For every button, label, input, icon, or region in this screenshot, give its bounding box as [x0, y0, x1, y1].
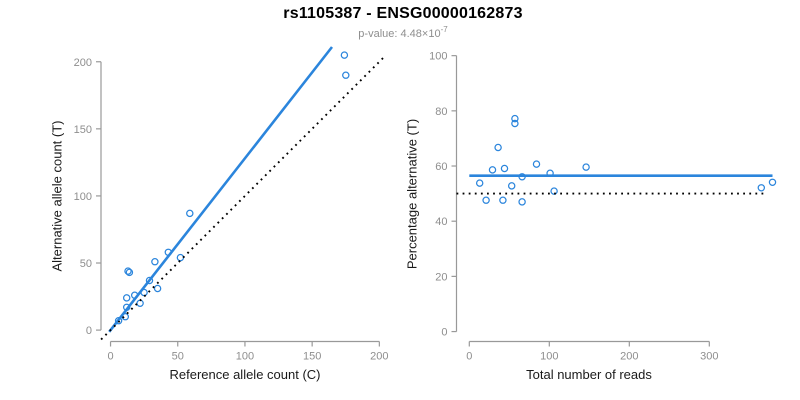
data-point [340, 51, 349, 59]
x-tick-label: 0 [466, 351, 472, 363]
data-point [176, 253, 185, 262]
data-point [499, 196, 507, 204]
data-point [582, 163, 590, 171]
data-point [757, 184, 766, 192]
data-point [475, 179, 484, 187]
data-point [124, 267, 132, 275]
y-tick-label: 20 [435, 271, 447, 283]
data-point [342, 71, 350, 79]
y-tick-label: 200 [74, 57, 92, 69]
identity-line [100, 55, 386, 341]
allele-counts-scatter: 0 50 100 150 200 0 50 100 150 200 [74, 46, 389, 363]
data-point [488, 166, 497, 174]
right-plot-x-axis-title: Total number of reads [526, 367, 652, 382]
x-tick-label: 100 [236, 351, 254, 363]
percentage-vs-reads-scatter: 0 100 200 300 0 20 40 60 80 100 [429, 51, 777, 363]
data-point [511, 119, 519, 128]
y-tick-label: 100 [74, 191, 92, 203]
y-tick-label: 80 [435, 106, 447, 118]
data-point [494, 143, 502, 152]
data-point [153, 284, 162, 293]
left-plot-y-axis-title: Alternative allele count (T) [49, 120, 65, 272]
x-tick-label: 200 [620, 351, 638, 363]
regression-line [108, 46, 334, 333]
data-point [125, 268, 134, 277]
y-tick-label: 0 [86, 325, 92, 337]
data-point [532, 160, 541, 168]
y-tick-label: 60 [435, 161, 447, 173]
figure-subtitle: p-value: 4.48×10-7 [0, 25, 800, 40]
pvalue-label: p-value: 4.48×10 [358, 28, 441, 40]
data-point [507, 182, 516, 190]
x-tick-label: 300 [700, 351, 718, 363]
data-point [500, 164, 509, 173]
data-point [122, 294, 131, 302]
left-plot-x-axis-title: Reference allele count (C) [169, 367, 321, 382]
x-tick-label: 0 [107, 351, 113, 363]
pvalue-exponent: -7 [440, 25, 448, 34]
y-tick-label: 40 [435, 216, 447, 228]
data-point [145, 276, 154, 285]
data-point [768, 178, 777, 187]
data-point [151, 257, 159, 266]
x-tick-label: 200 [370, 351, 388, 363]
data-point [186, 209, 194, 218]
x-tick-label: 100 [540, 351, 558, 363]
data-point [511, 114, 519, 123]
y-tick-label: 0 [441, 327, 447, 339]
figure-title: rs1105387 - ENSG00000162873 [283, 5, 523, 22]
data-point [136, 299, 144, 308]
x-tick-label: 150 [303, 351, 321, 363]
y-tick-label: 150 [74, 124, 92, 136]
x-tick-label: 50 [172, 351, 184, 363]
right-plot-y-axis-title: Percentage alternative (T) [404, 118, 420, 270]
y-tick-label: 100 [429, 51, 447, 63]
data-point [518, 198, 526, 206]
y-tick-label: 50 [80, 258, 92, 270]
data-point [114, 316, 123, 325]
data-point [482, 196, 490, 204]
